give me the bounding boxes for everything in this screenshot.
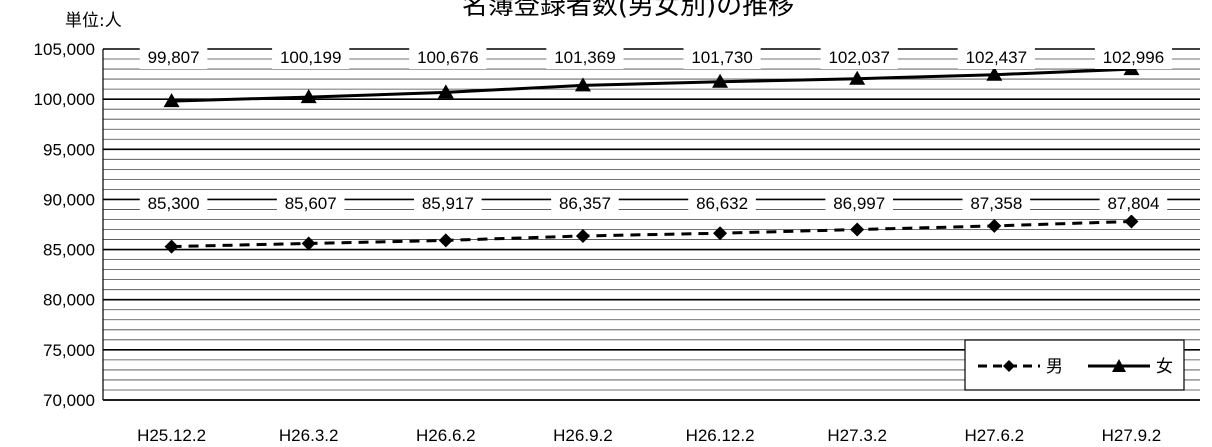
y-tick-label: 100,000	[34, 90, 95, 109]
data-label-bg	[688, 193, 756, 215]
data-label-bg	[820, 47, 898, 69]
y-tick-label: 80,000	[43, 291, 95, 310]
data-label-bg	[1099, 193, 1168, 215]
legend-female-marker	[1112, 359, 1126, 372]
y-tick-label: 70,000	[43, 391, 95, 410]
data-label-bg	[825, 193, 893, 215]
series-layer: 85,300 85,607 85,917 86,357 86,632 86,997 87,3…	[139, 47, 1173, 254]
x-axis: H25.12.2 H26.3.2 H26.6.2 H26.9.2 H26.12.2 H27…	[103, 399, 1200, 445]
data-label-bg	[409, 47, 487, 69]
data-label-bg	[957, 47, 1035, 69]
x-tick-label: H25.12.2	[137, 426, 206, 445]
data-point-triangle	[986, 66, 1003, 81]
gridlines	[103, 48, 1200, 401]
data-point-triangle	[163, 93, 180, 108]
data-label: 101,369	[554, 48, 615, 67]
data-label-bg	[272, 47, 350, 69]
data-point-triangle	[574, 77, 591, 92]
data-label-bg	[551, 193, 619, 215]
x-tick-label: H27.6.2	[965, 426, 1025, 445]
x-tick-label: H26.12.2	[686, 426, 755, 445]
series-male: 85,300 85,607 85,917 86,357 86,632 86,997 87,3…	[139, 193, 1168, 254]
data-label: 86,997	[833, 194, 885, 213]
data-label-bg	[546, 47, 624, 69]
y-tick-label: 95,000	[43, 140, 95, 159]
data-label: 102,037	[828, 48, 889, 67]
data-point-triangle	[849, 70, 866, 85]
series-female: 99,807 100,199 100,676 101,369 101,730 102,03…	[139, 47, 1173, 108]
data-point-diamond	[164, 239, 179, 254]
data-point-triangle	[300, 89, 317, 104]
data-point-diamond	[850, 222, 865, 237]
data-label: 85,300	[148, 194, 200, 213]
data-label-bg	[276, 193, 345, 215]
y-tick-label: 85,000	[43, 241, 95, 260]
data-label: 100,676	[417, 48, 478, 67]
data-label-bg	[139, 47, 208, 69]
series-line	[171, 67, 1132, 103]
legend-male-label: 男	[1046, 357, 1063, 377]
y-axis: 70,000 75,000 80,000 85,000 90,000 95,000 100,…	[34, 40, 104, 410]
series-line	[171, 219, 1132, 249]
data-label: 102,437	[966, 48, 1027, 67]
data-label-bg	[683, 47, 761, 69]
x-tick-label: H26.6.2	[416, 426, 476, 445]
data-point-diamond	[713, 226, 728, 241]
x-tick-label: H26.9.2	[553, 426, 613, 445]
data-label: 87,358	[970, 194, 1022, 213]
data-label: 86,632	[696, 194, 748, 213]
y-tick-label: 90,000	[43, 190, 95, 209]
data-label: 99,807	[148, 48, 200, 67]
y-tick-label: 75,000	[43, 341, 95, 360]
data-point-diamond	[987, 218, 1002, 233]
data-label: 87,804	[1107, 194, 1159, 213]
data-point-diamond	[575, 228, 590, 243]
data-point-diamond	[301, 236, 316, 251]
x-tick-label: H27.3.2	[827, 426, 887, 445]
data-label: 85,917	[422, 194, 474, 213]
data-label-bg	[414, 193, 482, 215]
data-label-bg	[1094, 47, 1173, 69]
y-tick-label: 105,000	[34, 40, 95, 59]
data-label-bg	[139, 193, 208, 215]
legend: 男 女	[964, 339, 1185, 391]
legend-male-marker	[1003, 360, 1015, 372]
data-point-diamond	[1124, 214, 1139, 229]
data-point-diamond	[438, 233, 453, 248]
data-label: 102,996	[1103, 48, 1164, 67]
data-label: 101,730	[691, 48, 752, 67]
unit-label: 単位:人	[65, 11, 122, 31]
data-label: 100,199	[280, 48, 341, 67]
x-tick-label: H27.9.2	[1102, 426, 1162, 445]
chart-title: 名簿登録者数(男女別)の推移	[462, 0, 794, 21]
data-label: 86,357	[559, 194, 611, 213]
data-label-bg	[962, 193, 1031, 215]
x-tick-label: H26.3.2	[279, 426, 339, 445]
legend-female-label: 女	[1156, 357, 1173, 377]
data-point-triangle	[712, 73, 729, 88]
data-label: 85,607	[285, 194, 337, 213]
data-point-triangle	[437, 84, 454, 99]
